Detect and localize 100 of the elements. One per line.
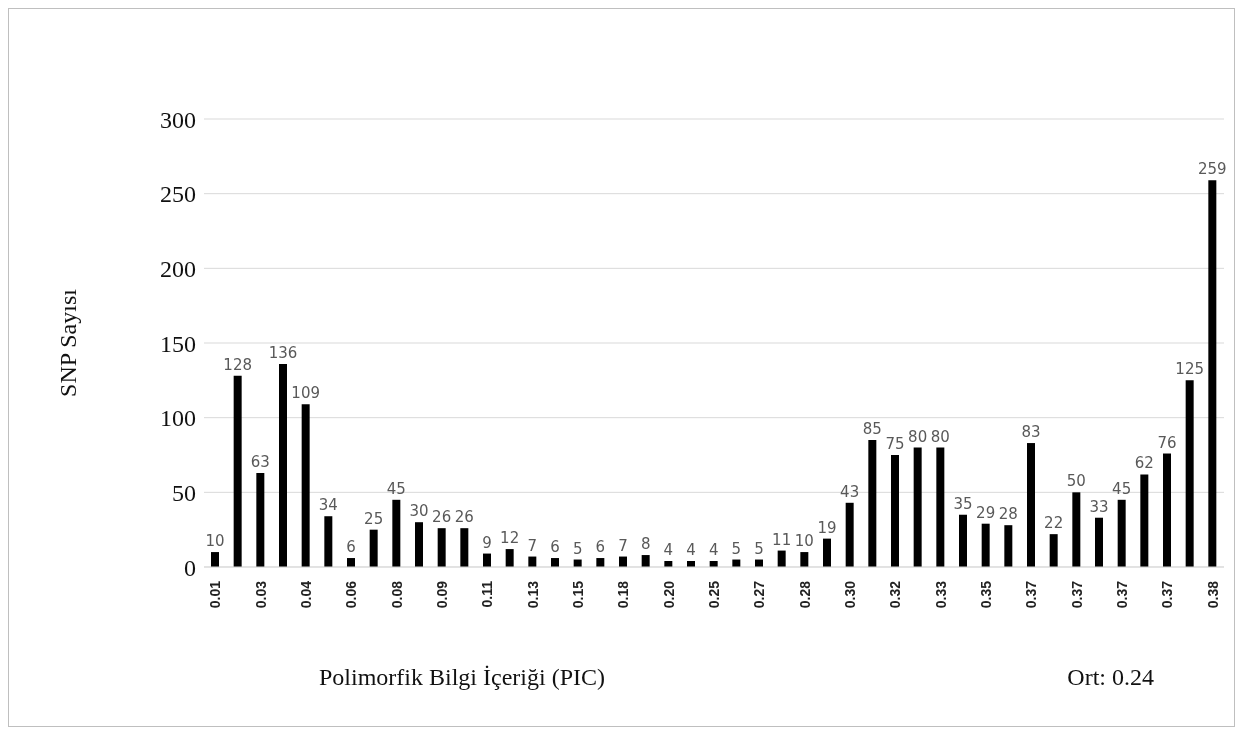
data-label: 85 bbox=[862, 420, 882, 439]
y-tick-label: 250 bbox=[160, 181, 196, 208]
bar bbox=[301, 404, 310, 567]
bar bbox=[981, 523, 990, 567]
x-tick-label: 0.11 bbox=[479, 580, 496, 608]
x-tick-label: 0.33 bbox=[932, 580, 949, 609]
data-label: 6 bbox=[346, 538, 356, 557]
data-label: 7 bbox=[527, 536, 538, 555]
bar bbox=[823, 538, 831, 567]
bar bbox=[505, 549, 514, 567]
x-tick-label: 0.37 bbox=[1114, 580, 1130, 609]
y-tick-label: 0 bbox=[184, 554, 196, 581]
data-label: 259 bbox=[1198, 160, 1227, 179]
data-label: 5 bbox=[754, 539, 764, 558]
data-label: 26 bbox=[454, 508, 474, 527]
data-label: 12 bbox=[500, 529, 520, 548]
bar bbox=[1185, 380, 1194, 567]
bar bbox=[1140, 474, 1149, 567]
data-label: 4 bbox=[708, 541, 719, 560]
data-label: 10 bbox=[205, 532, 225, 551]
x-tick-label: 0.03 bbox=[252, 580, 269, 609]
bar bbox=[868, 440, 877, 567]
data-label: 50 bbox=[1066, 472, 1086, 491]
x-tick-label: 0.25 bbox=[706, 580, 722, 609]
bar bbox=[959, 514, 967, 567]
y-tick-label: 50 bbox=[172, 479, 196, 506]
bar bbox=[415, 522, 423, 567]
bar bbox=[233, 375, 242, 567]
x-tick-label: 0.20 bbox=[660, 580, 677, 609]
y-tick-label: 300 bbox=[160, 106, 196, 133]
data-label: 6 bbox=[550, 538, 560, 557]
data-label: 22 bbox=[1044, 514, 1064, 533]
y-tick-label: 200 bbox=[160, 255, 196, 282]
bar bbox=[845, 502, 854, 567]
data-label: 76 bbox=[1157, 433, 1177, 452]
data-label: 30 bbox=[409, 502, 429, 521]
data-label: 8 bbox=[640, 535, 651, 554]
x-tick-label: 0.38 bbox=[1204, 580, 1221, 609]
data-label: 62 bbox=[1134, 454, 1154, 473]
x-tick-label: 0.28 bbox=[796, 580, 813, 609]
data-label: 45 bbox=[1112, 479, 1132, 498]
x-tick-label: 0.37 bbox=[1159, 580, 1176, 609]
bar bbox=[211, 552, 219, 567]
bar bbox=[1095, 517, 1103, 567]
bar bbox=[1049, 534, 1058, 567]
data-label: 33 bbox=[1089, 497, 1109, 516]
data-label: 109 bbox=[291, 384, 320, 403]
data-label: 11 bbox=[772, 530, 792, 549]
data-label: 4 bbox=[686, 541, 696, 560]
y-tick-label: 100 bbox=[160, 405, 196, 432]
bar bbox=[777, 550, 786, 567]
x-tick-label: 0.06 bbox=[343, 580, 360, 609]
data-label: 63 bbox=[250, 452, 270, 471]
bar bbox=[324, 516, 333, 567]
data-label: 35 bbox=[953, 494, 973, 513]
data-label: 80 bbox=[908, 427, 928, 446]
x-tick-label: 0.08 bbox=[388, 580, 405, 609]
x-tick-label: 0.32 bbox=[887, 580, 904, 609]
bar bbox=[913, 447, 922, 567]
data-label: 6 bbox=[595, 538, 606, 557]
data-label: 29 bbox=[976, 503, 996, 522]
x-tick-label: 0.15 bbox=[570, 580, 586, 609]
data-label: 19 bbox=[817, 518, 837, 537]
text: Ort: 0.24 bbox=[1067, 664, 1154, 691]
y-tick-label: 150 bbox=[160, 330, 196, 357]
data-label: 4 bbox=[663, 541, 674, 560]
bar bbox=[1117, 499, 1126, 567]
bar bbox=[1163, 453, 1171, 567]
x-axis-title: Polimorfik Bilgi İçeriği (PIC) bbox=[319, 664, 605, 691]
bar bbox=[891, 455, 899, 567]
data-label: 136 bbox=[268, 343, 298, 362]
bar bbox=[369, 529, 378, 567]
data-label: 5 bbox=[572, 539, 583, 558]
y-axis-title: SNP Sayısı bbox=[54, 288, 81, 397]
data-label: 9 bbox=[482, 533, 492, 552]
bar bbox=[641, 555, 650, 567]
data-label: 125 bbox=[1175, 360, 1204, 379]
x-tick-label: 0.30 bbox=[842, 580, 858, 609]
data-label: 80 bbox=[930, 427, 950, 446]
x-tick-label: 0.04 bbox=[298, 580, 314, 609]
bar bbox=[1208, 180, 1217, 567]
bar bbox=[1072, 492, 1081, 567]
data-label: 10 bbox=[794, 532, 814, 551]
bar bbox=[256, 472, 265, 567]
x-tick-label: 0.13 bbox=[524, 580, 541, 609]
data-label: 83 bbox=[1021, 423, 1041, 442]
x-tick-label: 0.01 bbox=[207, 580, 224, 609]
bar bbox=[800, 552, 809, 567]
bar bbox=[460, 528, 469, 567]
data-label: 28 bbox=[998, 505, 1018, 524]
x-tick-label: 0.18 bbox=[615, 580, 632, 609]
data-label: 128 bbox=[223, 355, 252, 374]
bar bbox=[437, 528, 446, 567]
data-label: 7 bbox=[618, 536, 628, 555]
bar bbox=[936, 447, 945, 567]
bar bbox=[1004, 525, 1013, 567]
x-tick-label: 0.27 bbox=[751, 580, 768, 609]
data-label: 45 bbox=[386, 479, 406, 498]
data-label: 75 bbox=[885, 435, 905, 453]
bar bbox=[1027, 443, 1035, 567]
